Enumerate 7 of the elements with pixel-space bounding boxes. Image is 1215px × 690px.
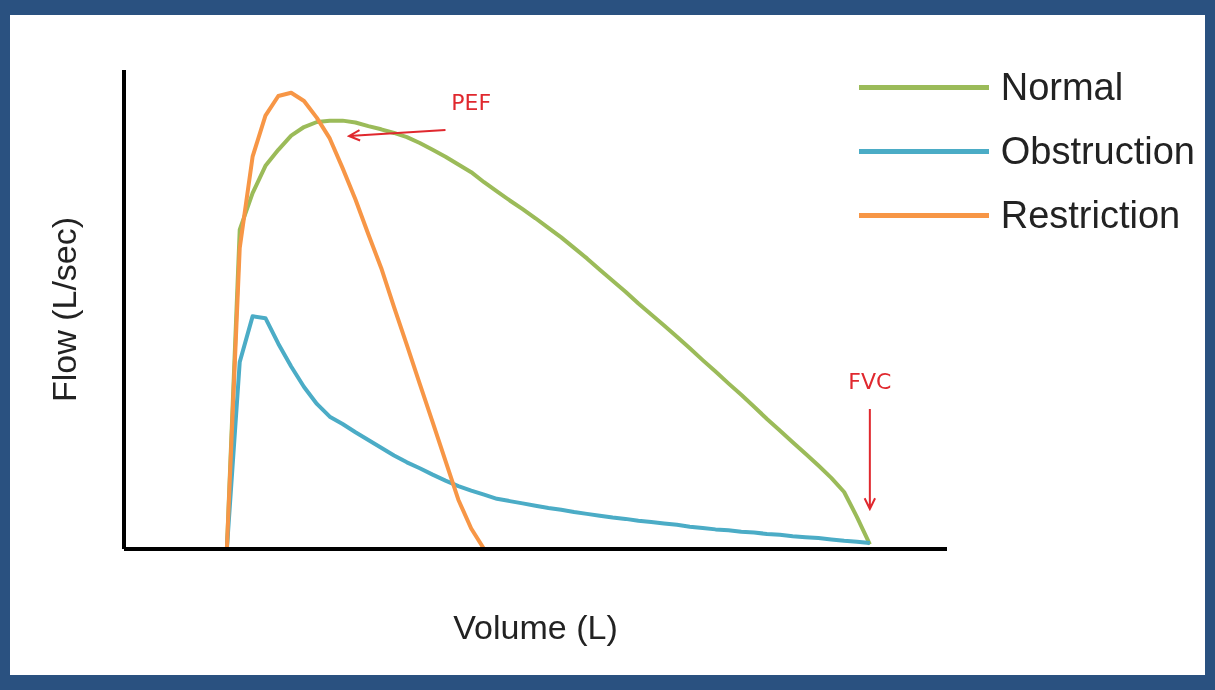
legend-label: Normal: [1000, 65, 1124, 109]
legend-label: Restriction: [1000, 193, 1181, 237]
legend-label: Obstruction: [1000, 129, 1195, 173]
x-axis-title: Volume (L): [453, 608, 618, 646]
annotation: PEF: [451, 90, 492, 115]
y-axis-title: Flow (L/sec): [45, 216, 84, 403]
annotation: FVC: [848, 369, 892, 394]
